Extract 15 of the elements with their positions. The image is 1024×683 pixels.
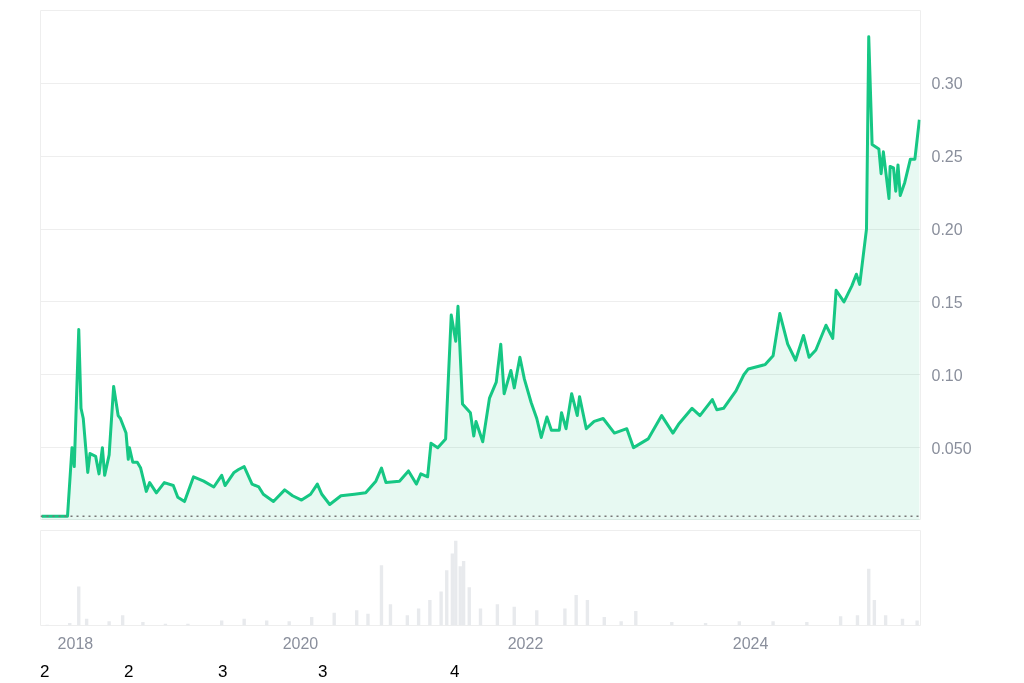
y-tick-label: 0.10 xyxy=(931,366,963,384)
x-tick-label: 2018 xyxy=(57,634,94,652)
y-tick-label: 0.15 xyxy=(931,293,963,311)
text: 2 xyxy=(124,661,134,683)
x-tick-label: 2020 xyxy=(282,634,319,652)
text: 4 xyxy=(450,661,460,683)
text: 3 xyxy=(218,661,228,683)
x-tick-label: 2024 xyxy=(732,634,769,652)
y-tick-label: 0.20 xyxy=(931,221,963,239)
x-tick-label: 2022 xyxy=(507,634,544,652)
text: 2 xyxy=(40,661,50,683)
y-tick-label: 0.25 xyxy=(931,148,963,166)
text: 3 xyxy=(318,661,328,683)
y-tick-label: 0.30 xyxy=(931,75,963,93)
y-tick-label: 0.050 xyxy=(931,439,972,457)
